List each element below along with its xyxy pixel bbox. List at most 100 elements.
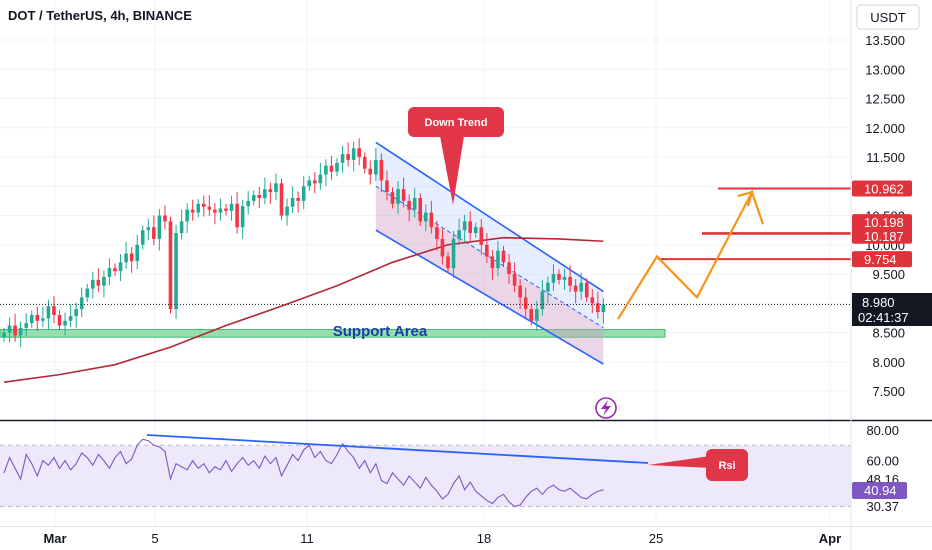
price-tick-label: 8.000: [872, 355, 905, 370]
candle-body: [490, 256, 495, 269]
candle-body: [340, 154, 345, 163]
candle-body: [362, 157, 367, 169]
projection-line[interactable]: [617, 189, 765, 320]
candle-body: [446, 256, 450, 269]
candle-body: [357, 148, 361, 157]
rsi-trendline[interactable]: [146, 434, 649, 464]
candle-body: [79, 297, 84, 310]
candle-body: [540, 291, 545, 310]
time-tick-label: 18: [477, 531, 491, 546]
candle-body: [190, 209, 195, 213]
price-tick-label: 12.000: [865, 121, 905, 136]
candle-body: [91, 279, 95, 289]
channel-lower-line[interactable]: [375, 229, 604, 365]
candle-body: [468, 221, 472, 234]
candle-body: [113, 268, 117, 272]
candle-body: [396, 189, 400, 204]
candle-body: [335, 162, 339, 172]
currency-button-label: USDT: [870, 10, 905, 25]
candle-body: [296, 197, 300, 201]
target-price-tag: [852, 214, 912, 231]
candle-body: [285, 206, 289, 216]
candle-body: [368, 168, 373, 175]
candle-body: [251, 195, 256, 201]
candle-body: [96, 279, 101, 286]
candle-body: [35, 314, 40, 321]
candle-body: [523, 297, 528, 310]
candle-body: [207, 206, 212, 210]
price-tick-label: 12.500: [865, 92, 905, 107]
candle-body: [118, 262, 123, 272]
rsi-callout[interactable]: Rsi: [648, 449, 748, 481]
candles: [0, 138, 851, 348]
lightning-icon[interactable]: [595, 397, 617, 419]
candle-body: [279, 183, 284, 216]
candle-body: [240, 206, 245, 228]
candle-body: [462, 221, 467, 231]
candle-body: [479, 227, 484, 245]
candle-body: [235, 203, 239, 228]
candle-body: [74, 309, 78, 317]
support-area[interactable]: [0, 329, 666, 338]
channel-upper-line[interactable]: [375, 141, 604, 293]
currency-button[interactable]: USDT: [856, 4, 920, 30]
price-tick-label: 13.500: [865, 33, 905, 48]
candle-body: [140, 230, 145, 245]
candle-body: [57, 314, 62, 326]
time-tick-label: Mar: [43, 531, 66, 546]
candle-body: [562, 276, 567, 280]
candle-body: [263, 189, 267, 198]
down-trend-callout[interactable]: Down Trend: [408, 107, 504, 205]
candle-body: [102, 276, 106, 286]
candle-body: [46, 306, 51, 319]
projection-arrowhead: [737, 190, 754, 207]
candle-body: [529, 309, 534, 321]
candle-body: [440, 238, 445, 257]
channel-mid-line: [375, 185, 604, 329]
candle-body: [329, 165, 334, 172]
channel-fill: [375, 142, 604, 365]
candle-body: [246, 200, 250, 207]
down-channel[interactable]: [375, 141, 604, 365]
candle-body: [107, 268, 112, 277]
candle-body: [501, 250, 506, 263]
candle-body: [146, 227, 151, 231]
candle-body: [13, 325, 17, 336]
candle-body: [596, 303, 600, 313]
candle-body: [584, 282, 589, 298]
moving-average-path: [3, 236, 604, 384]
candle-body: [68, 316, 73, 321]
candle-body: [457, 230, 461, 239]
candle-body: [24, 323, 28, 328]
candle-body: [124, 253, 128, 263]
current-price-tag: 8.980 02:41:37: [852, 293, 932, 326]
rsi-tick-label: 60.00: [866, 454, 899, 469]
price-tick-label: 11.500: [866, 150, 905, 165]
candle-body: [385, 180, 389, 193]
candle-body: [507, 262, 511, 274]
target-price-tag: [852, 251, 912, 268]
time-tick-label: Apr: [819, 531, 841, 546]
candle-body: [202, 203, 206, 207]
time-tick-label: 25: [649, 531, 663, 546]
candle-body: [551, 274, 556, 283]
countdown-timer: 02:41:37: [858, 310, 909, 325]
support-area-rect[interactable]: [0, 329, 666, 338]
projection-path[interactable]: [617, 189, 765, 320]
price-tick-label: 13.000: [865, 62, 905, 77]
candle-body: [573, 285, 578, 292]
candle-body: [435, 227, 439, 239]
candle-body: [2, 332, 6, 338]
candle-body: [229, 203, 234, 211]
candle-body: [601, 304, 606, 313]
candle-body: [213, 209, 217, 213]
candle-body: [424, 212, 428, 222]
candle-body: [196, 203, 201, 213]
price-tick-label: 8.500: [872, 326, 905, 341]
candle-body: [379, 159, 384, 181]
target-levels[interactable]: [658, 187, 851, 261]
rsi-value-tag: 40.94: [852, 482, 907, 499]
time-axis[interactable]: Mar 5 11 18 25 Apr: [43, 531, 841, 546]
